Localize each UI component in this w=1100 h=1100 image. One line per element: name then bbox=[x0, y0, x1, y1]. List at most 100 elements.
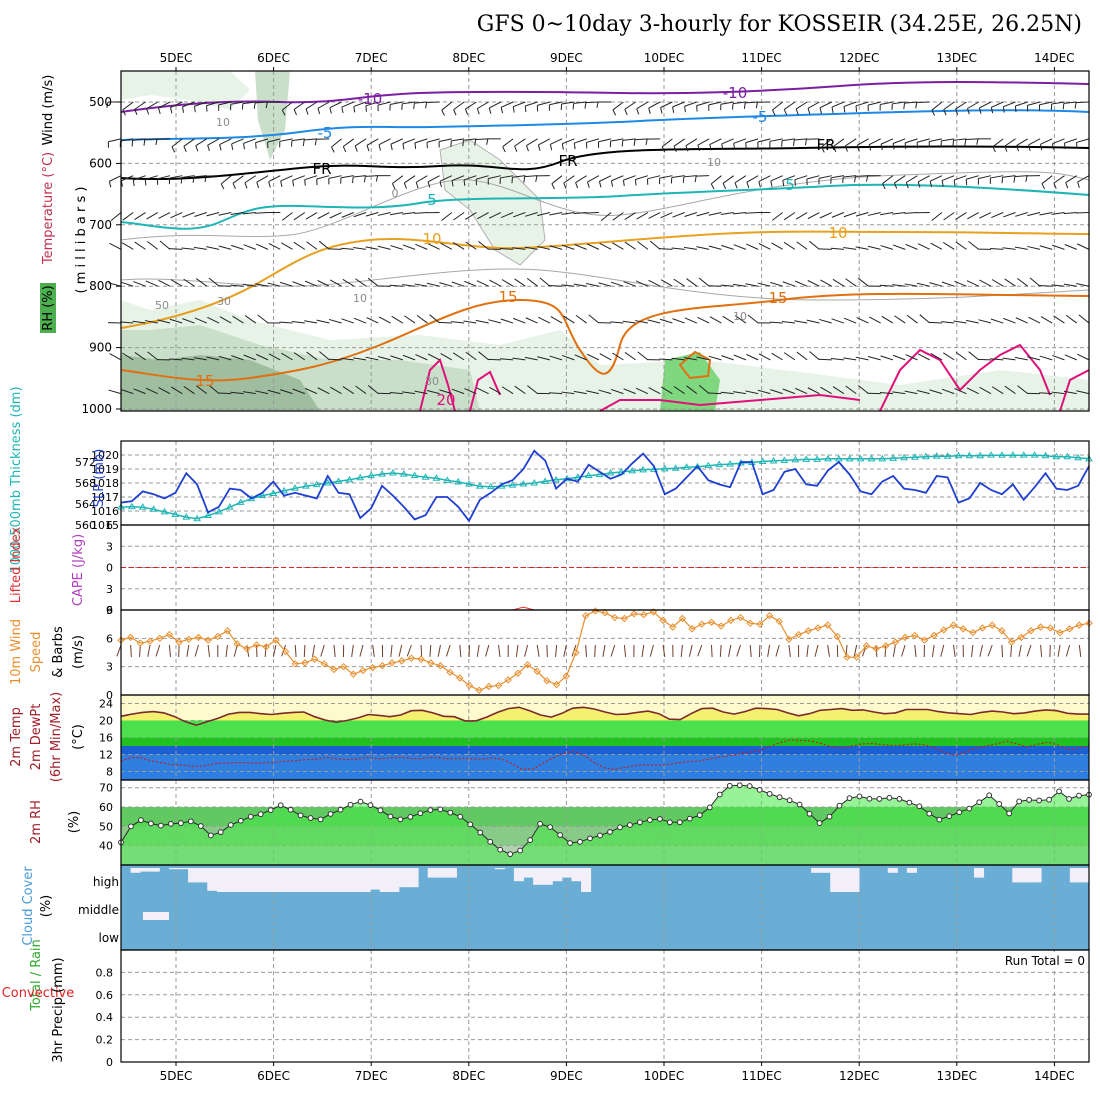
thickness-marker bbox=[573, 473, 582, 480]
wind-barb bbox=[451, 388, 465, 395]
wind-barb bbox=[524, 175, 538, 178]
wind-barb-10m bbox=[372, 644, 375, 657]
wind-barb-flag bbox=[354, 145, 358, 152]
wind-speed-marker bbox=[165, 630, 174, 639]
wind-barb bbox=[181, 175, 195, 178]
wind-barb bbox=[1039, 392, 1053, 395]
wind-barb bbox=[170, 212, 183, 219]
wind-barb-flag bbox=[941, 180, 944, 187]
wind-barb-flag bbox=[1002, 106, 1005, 113]
wind-barb bbox=[1003, 212, 1016, 218]
wind-barb-10m bbox=[697, 644, 703, 657]
thickness-marker bbox=[802, 455, 811, 462]
wind-barb-flag bbox=[280, 180, 283, 187]
wind-barb bbox=[293, 101, 306, 110]
wind-barb bbox=[342, 386, 355, 395]
wind-barb bbox=[207, 138, 220, 146]
wind-barb bbox=[722, 315, 734, 324]
rh2m-marker bbox=[377, 807, 384, 814]
wind-barb bbox=[892, 101, 906, 105]
wind-barb bbox=[1002, 247, 1016, 250]
wind-barb-flag bbox=[207, 144, 210, 152]
wind-barb bbox=[195, 278, 208, 287]
wind-barb-flag bbox=[710, 183, 715, 190]
wind-barb-flag bbox=[535, 175, 538, 182]
rh2m-marker bbox=[796, 801, 803, 808]
wind-barb bbox=[660, 386, 673, 395]
thickness-marker bbox=[595, 470, 604, 478]
rh2m-marker bbox=[617, 824, 623, 831]
wind-barb bbox=[194, 317, 207, 324]
wind-barb bbox=[562, 138, 575, 145]
thickness-marker bbox=[1030, 451, 1039, 458]
wind-barb bbox=[231, 355, 244, 361]
wind-barb bbox=[720, 391, 734, 395]
wind-barb bbox=[1027, 101, 1041, 106]
wind-speed-marker bbox=[640, 611, 648, 619]
wind-barb-10m bbox=[1010, 644, 1013, 658]
wind-barb-10m bbox=[987, 644, 993, 657]
wind-barb bbox=[306, 351, 318, 361]
wind-barb-10m bbox=[194, 644, 199, 657]
wind-barb-flag bbox=[352, 176, 354, 184]
wind-barb bbox=[943, 101, 955, 111]
wind-barb bbox=[146, 101, 159, 110]
li-axis-label: Lifted Index bbox=[9, 526, 24, 603]
wind-barb bbox=[330, 386, 342, 395]
cloud-high-clear bbox=[178, 868, 189, 870]
wind-barb bbox=[550, 316, 563, 324]
wind-barb bbox=[573, 390, 587, 395]
wind-barb bbox=[257, 314, 269, 324]
wind-barb bbox=[549, 285, 563, 287]
rh2m-marker bbox=[337, 806, 344, 813]
thickness-marker bbox=[998, 451, 1006, 458]
wind-barb-flag bbox=[660, 107, 663, 114]
thickness-tick: 572 bbox=[75, 456, 96, 469]
wind-barb-10m bbox=[207, 644, 211, 657]
thickness-marker bbox=[182, 513, 191, 520]
wind-barb bbox=[267, 282, 281, 287]
date-label-top: 9DEC bbox=[550, 51, 583, 65]
wind-barb bbox=[365, 175, 379, 177]
wind-speed-marker bbox=[1075, 621, 1084, 629]
wind10-axis-label3: & Barbs bbox=[51, 626, 66, 678]
date-label-top: 10DEC bbox=[644, 51, 684, 65]
wind-barb bbox=[1078, 314, 1090, 324]
wind-barb bbox=[772, 101, 783, 111]
wind-barb bbox=[684, 212, 698, 218]
wind-barb bbox=[451, 138, 465, 142]
wind-barb bbox=[1064, 138, 1077, 144]
wind-speed-marker bbox=[330, 665, 338, 674]
wind-barb bbox=[1017, 385, 1029, 395]
cloud-high-clear bbox=[389, 868, 400, 892]
thickness-marker bbox=[921, 452, 930, 460]
cloud-high-clear bbox=[312, 868, 323, 892]
thickness-marker bbox=[552, 475, 560, 483]
wind-barb-flag bbox=[453, 109, 457, 116]
wind-barb bbox=[721, 355, 734, 361]
thickness-marker bbox=[465, 480, 473, 487]
wind-barb bbox=[770, 389, 783, 395]
thickness-marker bbox=[965, 451, 974, 459]
wind-barb bbox=[218, 355, 232, 361]
rh2m-marker bbox=[227, 822, 234, 828]
wind-barb bbox=[941, 281, 955, 287]
thickness-marker bbox=[291, 484, 299, 491]
wind-barb-flag bbox=[1051, 143, 1055, 150]
wind-barb bbox=[955, 241, 967, 250]
thickness-tick: 560 bbox=[75, 519, 96, 532]
wind-barb bbox=[757, 138, 771, 143]
wind-barb bbox=[941, 321, 955, 324]
wind-speed-marker bbox=[1027, 627, 1035, 635]
cloud-high-clear bbox=[216, 868, 227, 892]
minmax-axis-label: (6hr Min/Max) bbox=[49, 692, 64, 782]
wind-barb bbox=[279, 138, 293, 142]
wind-barb bbox=[622, 320, 636, 324]
wind-barb-flag bbox=[144, 179, 147, 186]
rh2m-marker bbox=[976, 799, 983, 806]
wind-barb bbox=[464, 280, 477, 287]
temp-contour-20 bbox=[469, 370, 501, 412]
wind-barb bbox=[906, 314, 918, 324]
wind-barb bbox=[256, 175, 269, 183]
wind-barb bbox=[549, 212, 563, 216]
